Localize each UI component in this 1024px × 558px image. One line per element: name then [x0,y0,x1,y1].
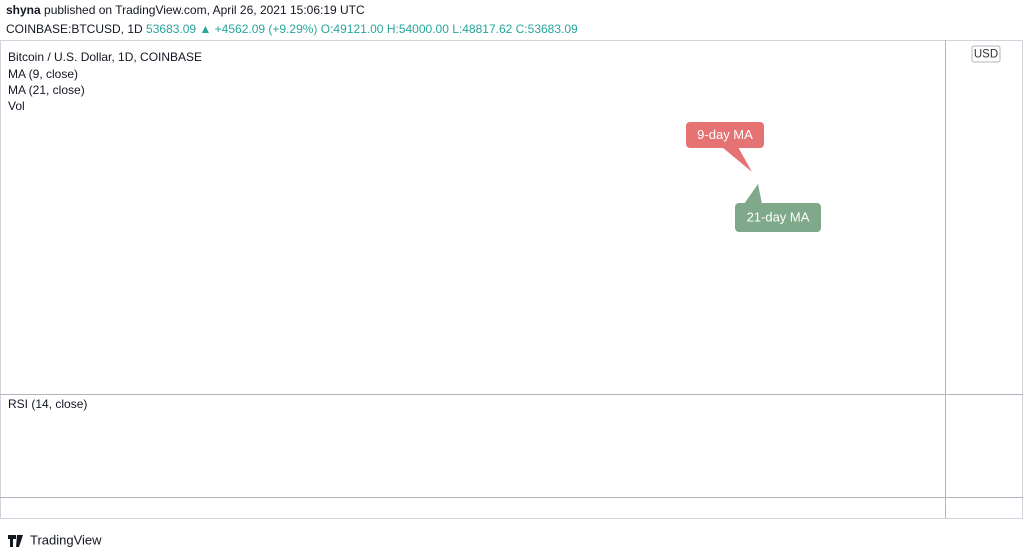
annotation-arrow [744,184,762,204]
header-line: shyna published on TradingView.com, Apri… [6,3,365,17]
ohlc-close: C:53683.09 [516,22,578,36]
ohlc-open: O:49121.00 [321,22,384,36]
author: shyna [6,3,41,17]
currency: USD [974,49,998,61]
legend-entry: MA (21, close) [8,83,85,97]
last-price: 53683.09 [146,22,196,36]
legend-entry: Vol [8,99,25,113]
brand: TradingView [30,532,102,547]
legend-entry: MA (9, close) [8,67,78,81]
annotation-text: 9-day MA [697,127,753,142]
frame [0,40,1023,519]
change: ▲ +4562.09 (+9.29%) [199,22,317,36]
published: published on TradingView.com, April 26, … [44,3,365,17]
logo-icon [8,535,23,547]
annotation-text: 21-day MA [747,209,810,224]
annotation: 9-day MA [686,122,764,172]
symbol: COINBASE:BTCUSD, 1D [6,22,143,36]
ohlc-low: L:48817.62 [452,22,512,36]
symbol-line: COINBASE:BTCUSD, 1D 53683.09 ▲ +4562.09 … [6,22,578,36]
ohlc-high: H:54000.00 [387,22,449,36]
annotation-arrow [722,147,752,172]
footer-logo: TradingView [8,532,102,547]
rsi-label: RSI (14, close) [8,397,87,411]
chart-title: Bitcoin / U.S. Dollar, 1D, COINBASE [8,50,202,64]
annotation-box [686,122,764,148]
annotation-box [735,203,821,232]
currency-box [971,45,1001,63]
annotation: 21-day MA [735,184,821,232]
